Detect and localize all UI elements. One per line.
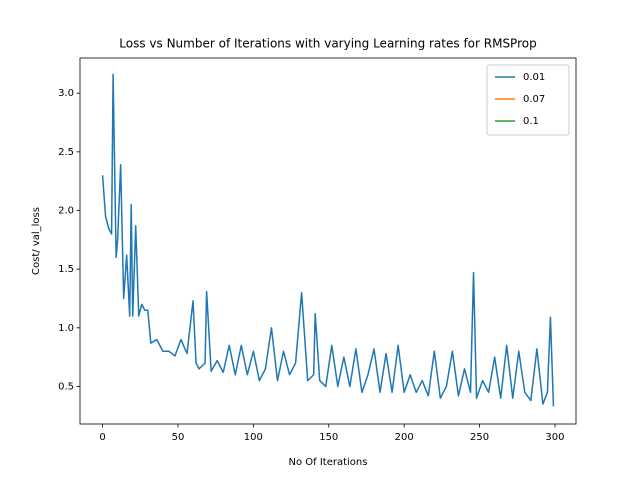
y-tick-label: 0.5 bbox=[58, 381, 74, 392]
y-tick-label: 1.0 bbox=[58, 323, 74, 334]
x-tick-label: 50 bbox=[172, 432, 185, 443]
x-tick-label: 0 bbox=[99, 432, 105, 443]
x-tick-label: 250 bbox=[470, 432, 489, 443]
y-tick-label: 1.5 bbox=[58, 264, 74, 275]
x-tick-label: 300 bbox=[545, 432, 564, 443]
x-tick-label: 150 bbox=[319, 432, 338, 443]
x-tick-label: 200 bbox=[395, 432, 414, 443]
legend-box bbox=[486, 64, 570, 136]
y-tick-label: 2.5 bbox=[58, 147, 74, 158]
legend: 0.01 0.07 0.1 bbox=[486, 64, 570, 136]
y-axis-label: Cost/ val_loss bbox=[31, 207, 42, 275]
line-series bbox=[101, 73, 555, 407]
x-tick-label: 100 bbox=[244, 432, 263, 443]
x-axis-label: No Of Iterations bbox=[289, 457, 368, 468]
legend-label: 0.01 bbox=[523, 72, 545, 83]
plot-frame bbox=[79, 57, 577, 425]
legend-label: 0.07 bbox=[523, 94, 545, 105]
legend-label: 0.1 bbox=[523, 116, 539, 127]
y-tick-label: 3.0 bbox=[58, 88, 74, 99]
chart-title: Loss vs Number of Iterations with varyin… bbox=[119, 37, 536, 51]
y-tick-label: 2.0 bbox=[58, 206, 74, 217]
